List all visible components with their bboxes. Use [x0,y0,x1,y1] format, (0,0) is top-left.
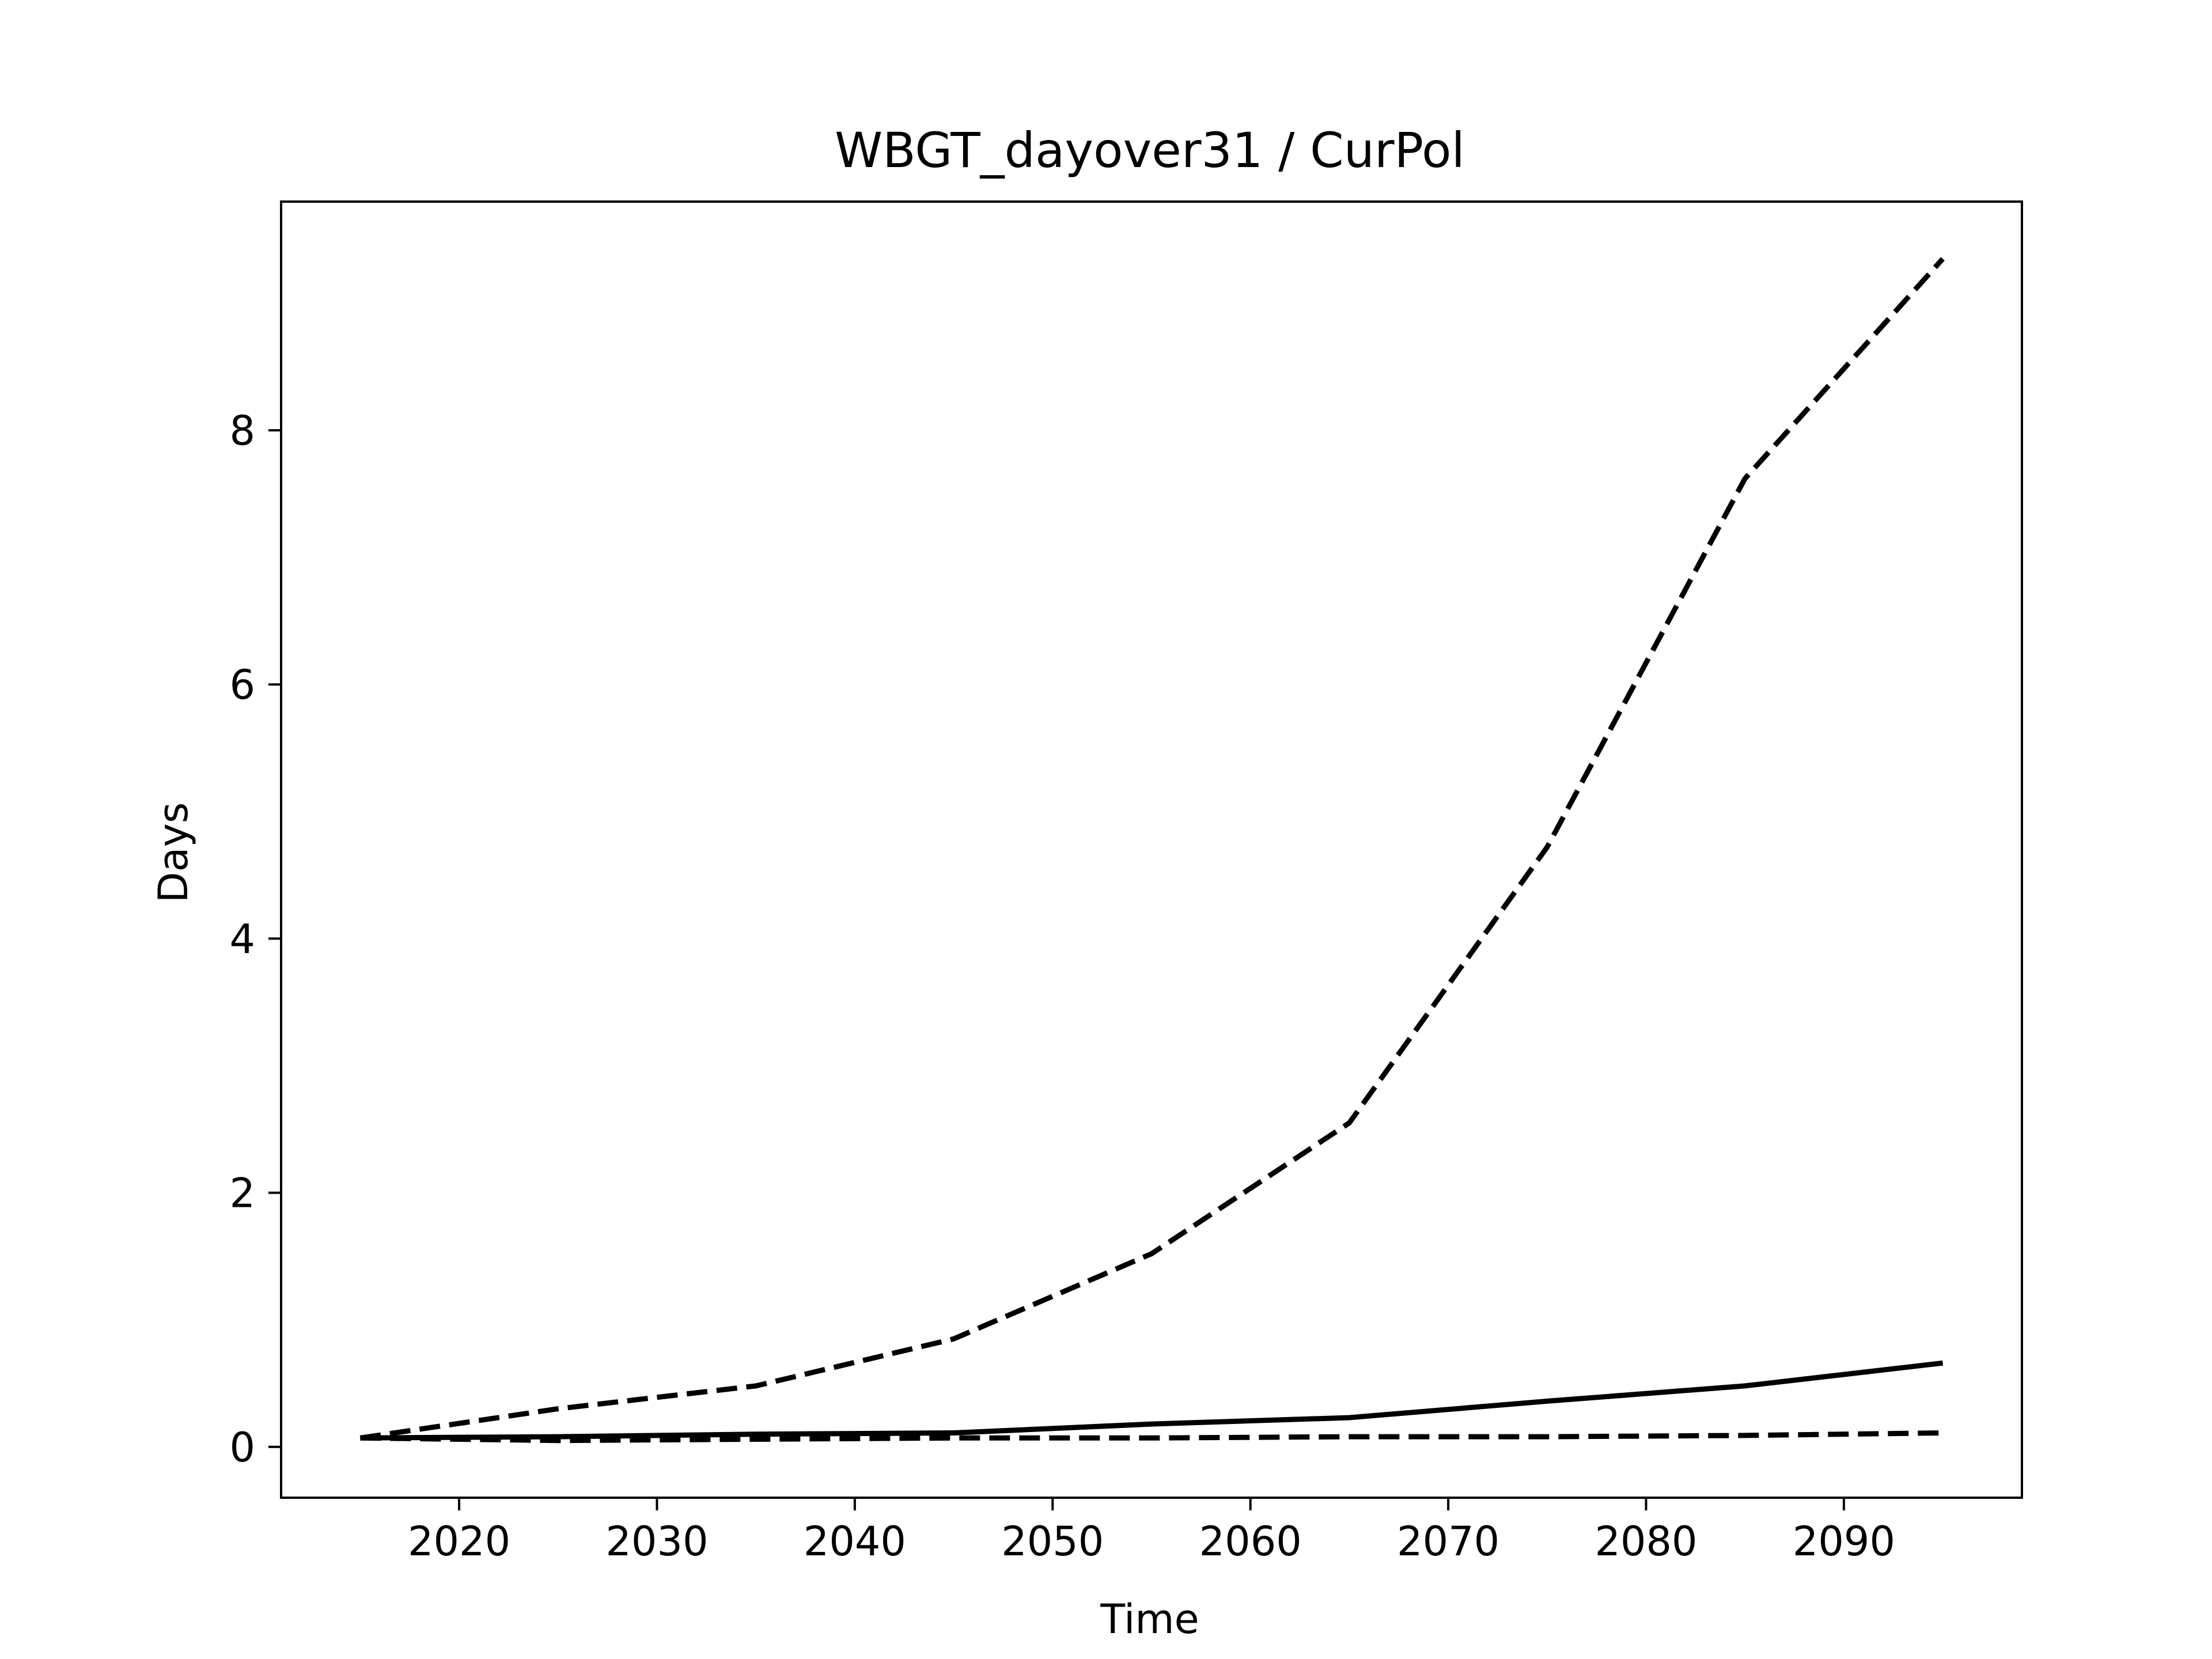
y-tick-label: 0 [229,1424,255,1471]
chart-title: WBGT_dayover31 / CurPol [835,122,1465,179]
x-tick-label: 2040 [804,1518,906,1565]
y-tick-label: 2 [229,1170,255,1217]
y-tick-label: 4 [229,915,255,963]
x-tick-label: 2060 [1199,1518,1302,1565]
x-tick-label: 2050 [1001,1518,1104,1565]
y-tick-label: 8 [229,407,255,454]
plot-frame [280,200,2023,1499]
x-tick-label: 2030 [605,1518,708,1565]
plot-area [359,257,1945,1444]
y-tick-label: 6 [229,661,255,709]
series-line-2 [360,1360,1944,1441]
x-tick-label: 2070 [1397,1518,1499,1565]
x-tick-label: 2090 [1793,1518,1895,1565]
x-axis: 2020 2030 2040 2050 2060 2070 2080 2090 [408,1498,1895,1565]
x-tick-label: 2020 [408,1518,510,1565]
x-axis-label: Time [1100,1596,1199,1643]
y-axis: 0 2 4 6 8 [229,407,281,1471]
series-line-3 [360,1430,1943,1444]
x-tick-label: 2080 [1594,1518,1697,1565]
series-line-1 [359,257,1945,1441]
y-axis-label: Days [150,802,197,903]
